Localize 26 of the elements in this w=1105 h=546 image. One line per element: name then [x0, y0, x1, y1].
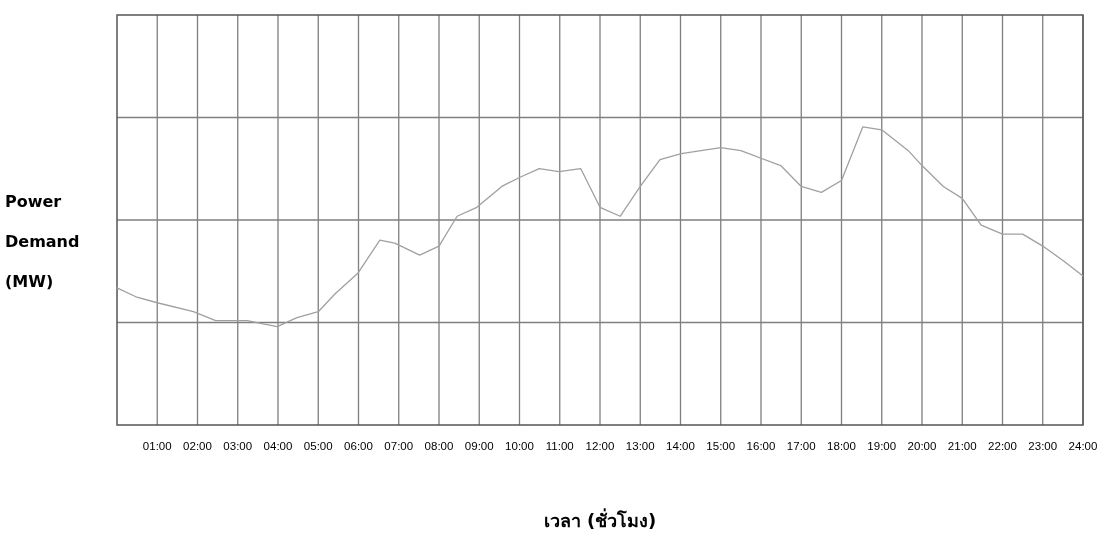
- x-tick-label: 24:00: [1068, 440, 1098, 452]
- x-tick-label: 13:00: [625, 440, 655, 452]
- x-tick-label: 02:00: [183, 440, 212, 452]
- x-tick-label: 04:00: [263, 440, 293, 452]
- x-tick-label: 07:00: [384, 440, 414, 452]
- x-tick-label: 03:00: [223, 440, 253, 452]
- x-tick-label: 06:00: [344, 440, 373, 452]
- x-tick-label: 22:00: [988, 440, 1017, 452]
- x-tick-label: 20:00: [907, 440, 937, 452]
- x-tick-label: 14:00: [666, 440, 695, 452]
- x-tick-label: 08:00: [424, 440, 454, 452]
- x-tick-label: 12:00: [585, 440, 615, 452]
- x-tick-label: 05:00: [303, 440, 333, 452]
- x-tick-label: 21:00: [947, 440, 977, 452]
- x-axis-title: เวลา (ชั่วโมง): [543, 508, 657, 531]
- x-tick-label: 18:00: [827, 440, 856, 452]
- x-tick-label: 16:00: [746, 440, 776, 452]
- x-tick-label: 17:00: [786, 440, 816, 452]
- x-tick-label: 15:00: [706, 440, 736, 452]
- x-tick-label: 23:00: [1028, 440, 1058, 452]
- x-tick-label: 09:00: [464, 440, 494, 452]
- x-tick-label: 10:00: [505, 440, 534, 452]
- x-tick-label: 19:00: [867, 440, 897, 452]
- x-tick-label: 01:00: [142, 440, 172, 452]
- text: Power Demand (MW): [5, 192, 80, 291]
- x-tick-label: 11:00: [545, 440, 574, 452]
